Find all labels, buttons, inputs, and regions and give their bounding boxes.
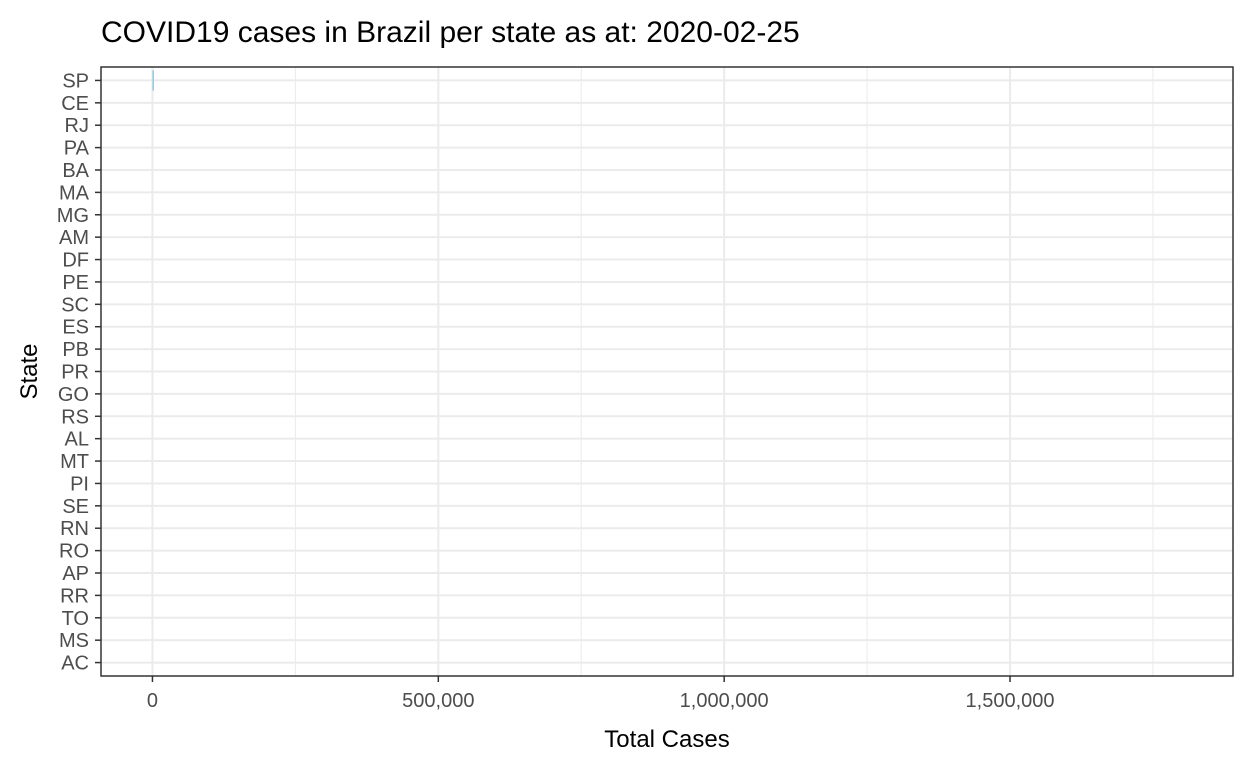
y-tick-label: RO — [59, 541, 89, 563]
y-tick-label: MA — [59, 182, 90, 204]
x-tick-label: 1,500,000 — [966, 690, 1055, 712]
y-tick-label: RR — [60, 585, 89, 607]
grid-layer — [101, 67, 1233, 676]
y-tick-label: PE — [62, 272, 89, 294]
y-axis: SPCERJPABAMAMGAMDFPESCESPBPRGORSALMTPISE… — [57, 70, 101, 675]
x-axis-label: Total Cases — [604, 726, 729, 753]
y-tick-label: PB — [62, 339, 89, 361]
x-axis: 0 500,000 1,000,000 1,500,000 — [147, 676, 1055, 712]
y-tick-label: SC — [61, 294, 89, 316]
y-tick-label: RS — [61, 406, 89, 428]
y-tick-label: MT — [60, 451, 89, 473]
y-tick-label: SE — [62, 496, 89, 518]
y-tick-label: AL — [65, 429, 89, 451]
y-tick-label: DF — [62, 250, 89, 272]
y-tick-label: MG — [57, 205, 89, 227]
x-tick-label: 0 — [147, 690, 158, 712]
y-tick-label: PR — [61, 362, 89, 384]
y-tick-label: PI — [70, 473, 89, 495]
y-tick-label: BA — [62, 160, 89, 182]
y-tick-label: AM — [59, 227, 89, 249]
y-tick-label: CE — [61, 93, 89, 115]
y-tick-label: AC — [61, 653, 89, 675]
y-tick-label: AP — [62, 563, 89, 585]
bars-layer — [152, 70, 154, 91]
y-tick-label: GO — [58, 384, 89, 406]
bar-sp — [152, 70, 154, 91]
x-tick-label: 500,000 — [402, 690, 474, 712]
y-tick-label: SP — [62, 70, 89, 92]
chart-title: COVID19 cases in Brazil per state as at:… — [101, 16, 800, 49]
x-tick-label: 1,000,000 — [680, 690, 769, 712]
y-tick-label: ES — [62, 317, 89, 339]
y-axis-label: State — [16, 343, 43, 399]
y-tick-label: RJ — [65, 115, 89, 137]
y-tick-label: MS — [59, 630, 89, 652]
y-tick-label: RN — [60, 518, 89, 540]
y-tick-label: PA — [64, 138, 90, 160]
y-tick-label: TO — [62, 608, 89, 630]
